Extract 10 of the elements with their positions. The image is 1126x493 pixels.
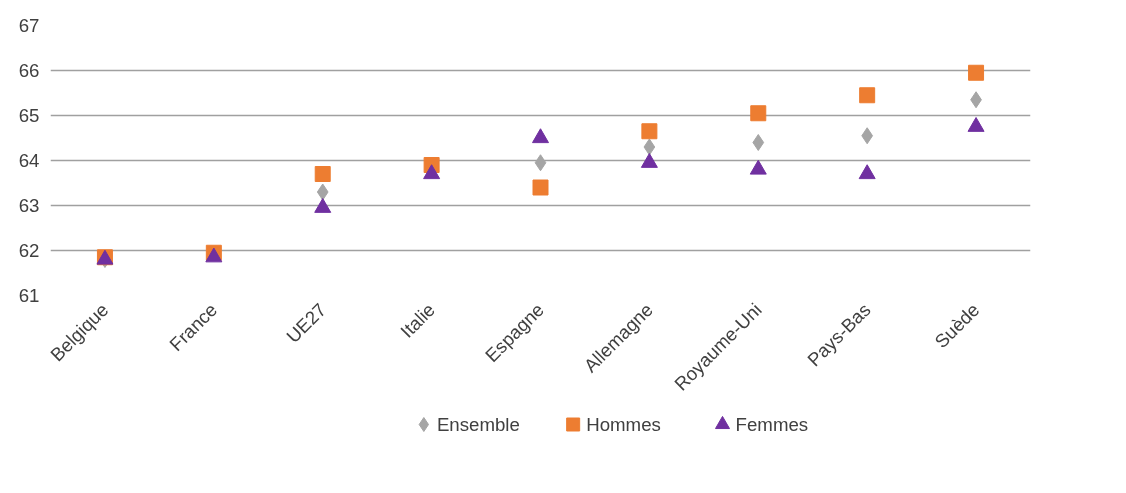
y-tick-label: 63 bbox=[18, 195, 40, 216]
y-tick-label: 61 bbox=[18, 285, 40, 306]
legend-label: Ensemble bbox=[436, 414, 520, 435]
y-tick-label: 65 bbox=[18, 105, 40, 126]
y-tick-label: 62 bbox=[18, 240, 40, 261]
legend-label: Femmes bbox=[735, 414, 809, 435]
y-tick-label: 64 bbox=[18, 150, 40, 171]
y-tick-label: 66 bbox=[18, 60, 40, 81]
legend-label: Hommes bbox=[586, 414, 661, 435]
y-tick-label: 67 bbox=[18, 15, 40, 36]
